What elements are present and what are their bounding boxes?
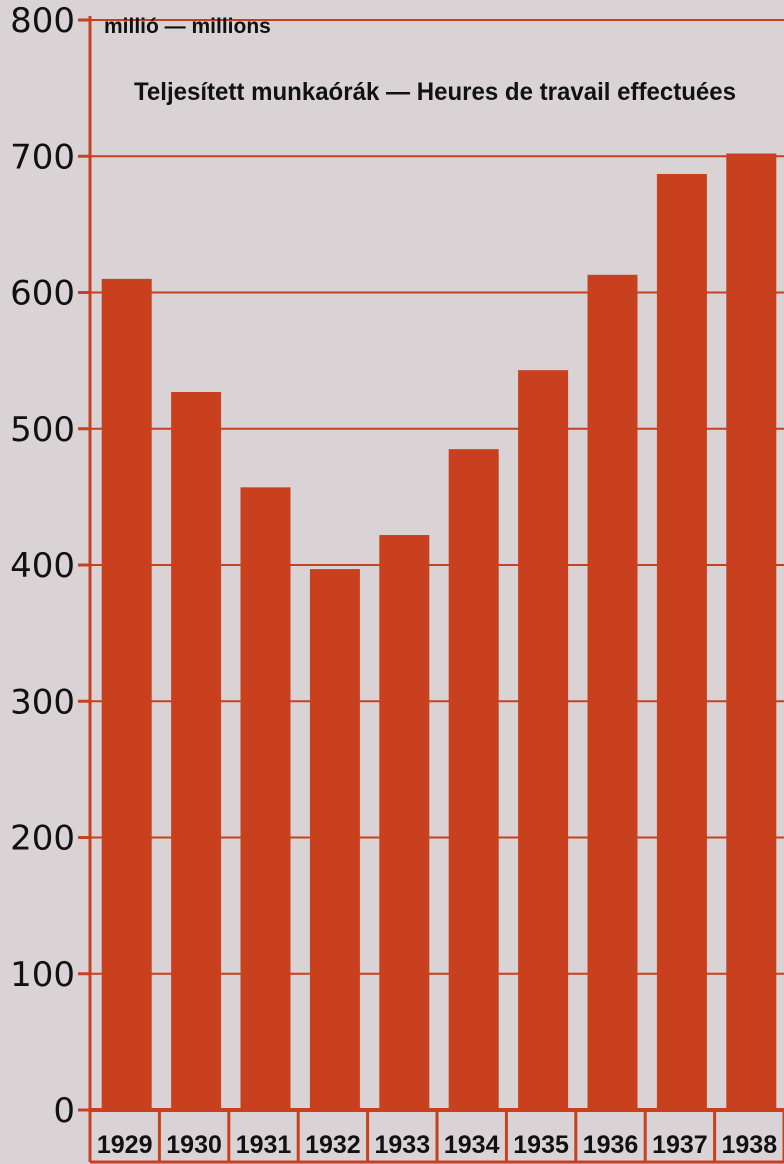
bar-1938: [726, 153, 777, 1110]
x-tick-label: 1934: [444, 1131, 500, 1159]
chart-title: Teljesített munkaórák — Heures de travai…: [134, 78, 736, 106]
y-tick-label: 500: [10, 410, 75, 450]
bar-1934: [448, 449, 499, 1110]
y-tick-label: 0: [53, 1091, 75, 1131]
y-tick-label: 100: [10, 955, 75, 995]
bars: [101, 153, 777, 1111]
bar-1935: [518, 370, 569, 1111]
x-tick-labels: 1929 1930 1931 1932 1933 1934 1935 1936 1937 1938: [90, 1108, 784, 1164]
x-tick-label: 1929: [97, 1131, 153, 1159]
y-tick-label: 200: [10, 819, 75, 859]
x-tick-label: 1931: [236, 1131, 292, 1159]
x-tick-label: 1933: [374, 1131, 430, 1159]
x-tick-label: 1937: [652, 1131, 708, 1159]
y-tick-label: 700: [10, 137, 75, 177]
x-tick-label: 1938: [721, 1131, 777, 1159]
x-tick-label: 1930: [166, 1131, 222, 1159]
bar-1931: [240, 487, 291, 1110]
bar-1930: [171, 391, 222, 1110]
bar-1932: [309, 569, 360, 1110]
bar-1929: [101, 278, 152, 1110]
x-tick-label: 1935: [513, 1131, 569, 1159]
bar-1936: [587, 274, 638, 1111]
y-tick-label: 300: [10, 682, 75, 722]
unit-label: millió — millions: [104, 15, 271, 38]
bar-1933: [379, 535, 430, 1110]
y-tick-label: 600: [10, 274, 75, 314]
y-tick-labels: 0 100 200 300 400 500 600 700 800: [10, 1, 75, 1131]
x-tick-label: 1936: [583, 1131, 639, 1159]
x-tick-label: 1932: [305, 1131, 361, 1159]
y-tick-label: 400: [10, 546, 75, 586]
bar-1937: [656, 173, 707, 1110]
y-tick-label: 800: [10, 1, 75, 41]
